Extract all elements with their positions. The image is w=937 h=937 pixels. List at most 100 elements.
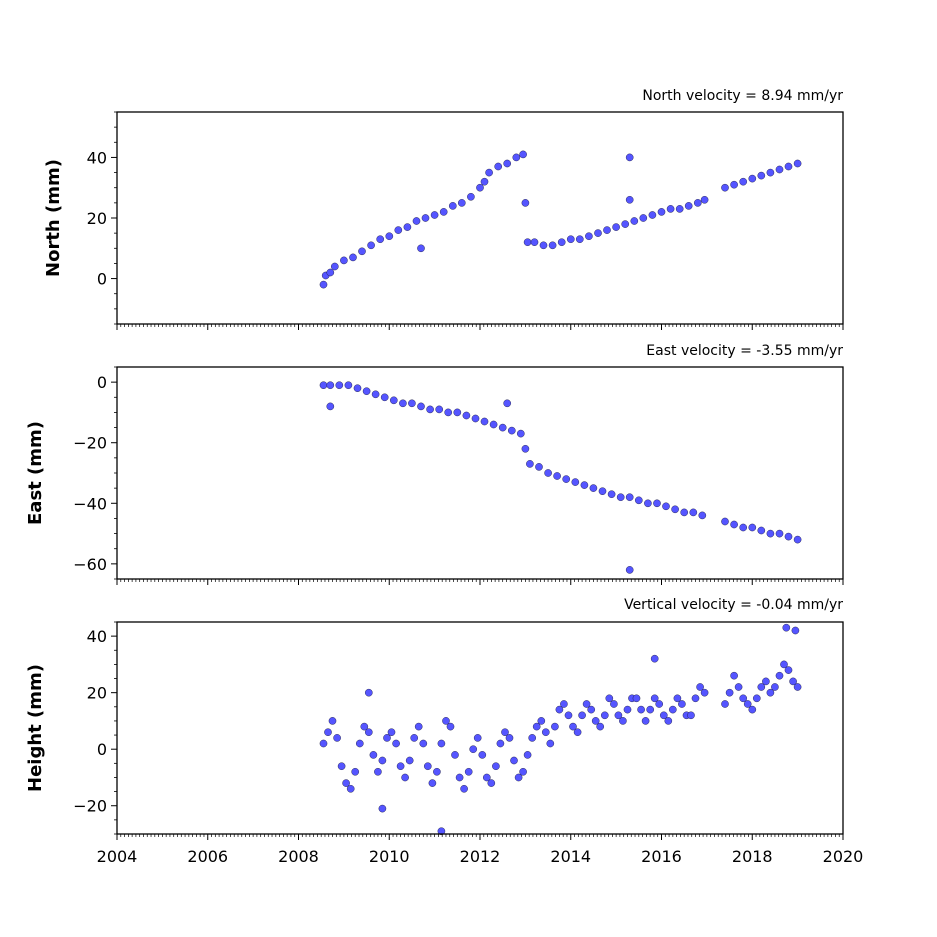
height-point xyxy=(351,768,360,776)
height-x-tick-label: 2008 xyxy=(278,847,319,866)
east-velocity-title: East velocity = -3.55 mm/yr xyxy=(646,343,843,359)
north-point xyxy=(467,192,475,201)
north-point xyxy=(512,153,521,162)
height-axes-frame xyxy=(116,621,844,835)
height-point xyxy=(446,722,455,731)
north-y-label: North (mm) xyxy=(43,159,64,277)
north-point xyxy=(625,195,634,204)
height-y-label: Height (mm) xyxy=(25,664,46,792)
height-point xyxy=(673,694,682,703)
north-point xyxy=(757,171,766,180)
height-point xyxy=(591,717,600,725)
east-point xyxy=(353,384,362,393)
east-point xyxy=(480,417,489,426)
north-point xyxy=(548,241,557,250)
north-point xyxy=(784,162,793,171)
height-point xyxy=(473,734,482,742)
height-point xyxy=(419,739,428,748)
east-point xyxy=(326,381,335,390)
north-point xyxy=(448,202,457,210)
north-point xyxy=(612,223,620,231)
north-point xyxy=(494,162,503,171)
east-point xyxy=(526,460,534,468)
height-point xyxy=(360,722,369,731)
east-point xyxy=(698,511,707,520)
height-point xyxy=(496,739,505,748)
east-point xyxy=(607,490,616,499)
north-point xyxy=(539,241,548,250)
height-point xyxy=(614,711,623,720)
height-point xyxy=(478,751,487,759)
height-point xyxy=(337,762,346,771)
east-point xyxy=(344,381,353,390)
east-y-ticks: 0 −20 −40 −60 xyxy=(73,366,117,580)
height-point xyxy=(587,705,596,714)
height-point xyxy=(324,728,332,737)
height-point xyxy=(364,688,373,697)
east-point xyxy=(417,402,425,411)
north-point xyxy=(594,229,602,237)
north-point xyxy=(557,238,566,246)
north-y-tick-label: 0 xyxy=(97,270,107,289)
north-point xyxy=(630,217,639,225)
north-point xyxy=(326,268,335,277)
height-point xyxy=(505,734,514,742)
height-x-tick-label: 2016 xyxy=(641,847,682,866)
height-point xyxy=(342,779,350,787)
north-point xyxy=(358,247,366,256)
north-point xyxy=(385,232,394,240)
east-point xyxy=(408,399,416,408)
height-point xyxy=(780,660,788,669)
north-point xyxy=(739,177,748,186)
height-point xyxy=(369,751,378,759)
north-point xyxy=(766,168,775,177)
height-x-tick-label: 2004 xyxy=(97,847,138,866)
east-y-label: East (mm) xyxy=(25,421,46,525)
east-point xyxy=(319,381,328,390)
height-point xyxy=(734,683,743,691)
east-point xyxy=(435,405,444,414)
east-point xyxy=(671,505,679,514)
height-point xyxy=(437,739,446,748)
height-point xyxy=(482,773,491,782)
height-point xyxy=(428,779,437,787)
north-point xyxy=(530,238,539,246)
height-point xyxy=(582,700,591,708)
east-point xyxy=(793,535,802,544)
north-point xyxy=(519,150,527,159)
height-point xyxy=(696,683,704,691)
east-point xyxy=(589,484,598,492)
height-point xyxy=(664,717,673,725)
north-point xyxy=(330,262,339,271)
east-point xyxy=(748,523,757,532)
height-point xyxy=(469,745,478,754)
height-point xyxy=(655,700,664,708)
east-point xyxy=(730,520,738,529)
east-point xyxy=(399,399,407,408)
east-point xyxy=(616,493,625,502)
height-point xyxy=(669,705,677,714)
north-point xyxy=(439,208,448,216)
north-point xyxy=(793,159,802,168)
height-point xyxy=(542,728,550,737)
east-point xyxy=(489,420,498,429)
height-point xyxy=(573,728,582,737)
height-point xyxy=(487,779,496,787)
height-point xyxy=(601,711,609,720)
height-point xyxy=(501,728,509,737)
height-point xyxy=(793,683,802,691)
height-point xyxy=(555,705,564,714)
height-point xyxy=(333,734,341,742)
north-point xyxy=(675,205,684,213)
east-point xyxy=(680,508,689,517)
north-point xyxy=(480,177,489,186)
height-panel: Vertical velocity = -0.04 mm/yr −20 0 20 40… xyxy=(25,597,863,866)
east-point xyxy=(471,414,480,423)
north-y-ticks: 0 20 40 xyxy=(87,111,117,325)
east-point xyxy=(444,408,453,417)
north-point xyxy=(430,211,439,219)
height-point xyxy=(791,626,800,635)
height-point xyxy=(687,711,695,720)
east-point xyxy=(507,426,516,435)
north-axes-frame xyxy=(116,111,844,325)
